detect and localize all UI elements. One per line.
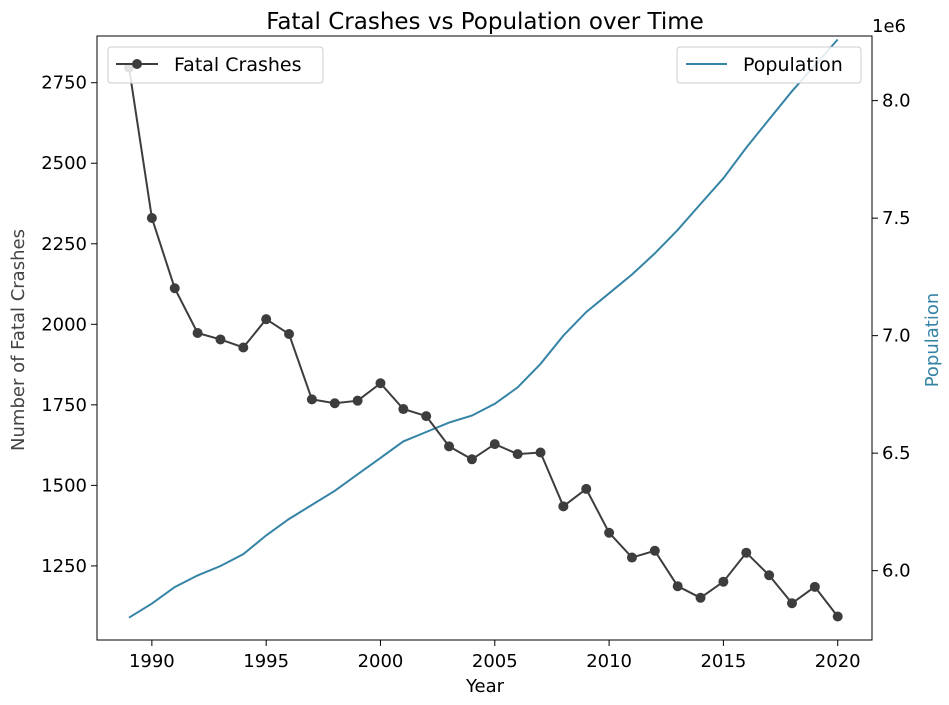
fatal-crashes-point [809, 581, 820, 592]
fatal-crashes-point [146, 213, 157, 224]
fatal-crashes-point [421, 411, 432, 422]
legend-fatal-label: Fatal Crashes [174, 54, 302, 76]
x-tick-label: 2005 [472, 651, 518, 672]
fatal-crashes-point [375, 378, 386, 389]
legend-population: Population [676, 46, 862, 84]
x-tick-label: 2010 [586, 651, 632, 672]
chart-title: Fatal Crashes vs Population over Time [266, 9, 704, 35]
fatal-crashes-point [604, 527, 615, 538]
fatal-crashes-point [741, 547, 752, 558]
fatal-crashes-point [558, 501, 569, 512]
y-right-tick-label: 7.0 [882, 326, 911, 347]
y-left-tick-label: 2250 [41, 234, 87, 255]
y-right-tick-label: 6.0 [882, 561, 911, 582]
fatal-crashes-point [329, 398, 340, 409]
y-right-tick-label: 8.0 [882, 91, 911, 112]
y-right-tick-label: 6.5 [882, 443, 911, 464]
y-left-tick-label: 2000 [41, 314, 87, 335]
y-left-tick-label: 1750 [41, 395, 87, 416]
legend-population-box [676, 46, 862, 84]
y-left-tick-label: 1250 [41, 556, 87, 577]
legend-fatal-box [107, 46, 324, 84]
population-series-line [128, 38, 839, 619]
legend-fatal: Fatal Crashes [107, 46, 324, 84]
fatal-crashes-point [832, 611, 843, 622]
y-left-tick-label: 1500 [41, 475, 87, 496]
fatal-crashes-point [489, 439, 500, 450]
legend-fatal-marker [132, 59, 142, 69]
x-tick-label: 2020 [815, 651, 861, 672]
fatal-crashes-point [352, 395, 363, 406]
x-tick-label: 1995 [243, 651, 289, 672]
y-right-tick-label: 7.5 [882, 208, 911, 229]
fatal-crashes-point [764, 570, 775, 581]
fatal-crashes-point [444, 441, 455, 452]
fatal-crashes-point [718, 576, 729, 587]
x-axis-title: Year [465, 676, 505, 697]
fatal-crashes-point [169, 283, 180, 294]
legend-population-label: Population [743, 54, 843, 76]
fatal-crashes-point [695, 592, 706, 603]
fatal-crashes-point [649, 545, 660, 556]
fatal-crashes-point [786, 598, 797, 609]
fatal-crashes-point [581, 483, 592, 494]
fatal-crashes-point [672, 581, 683, 592]
y-left-tick-label: 2750 [41, 73, 87, 94]
fatal-crashes-point [215, 334, 226, 345]
fatal-crashes-point [261, 314, 272, 325]
fatal-crashes-point [535, 447, 546, 458]
fatal-crashes-series-line [128, 67, 839, 618]
fatal-crashes-point [238, 342, 249, 353]
y-left-axis-title: Number of Fatal Crashes [8, 229, 29, 451]
x-tick-label: 1990 [129, 651, 175, 672]
fatal-crashes-point [192, 328, 203, 339]
fatal-crashes-point [466, 454, 477, 465]
fatal-crashes-point [512, 449, 523, 460]
y-right-axis-title: Population [922, 293, 943, 388]
fatal-crashes-point [306, 394, 317, 405]
fatal-crashes-point [398, 404, 409, 415]
fatal-crashes-point [284, 328, 295, 339]
right-axis-multiplier: 1e6 [872, 16, 906, 37]
x-tick-label: 2000 [358, 651, 404, 672]
x-tick-label: 2015 [700, 651, 746, 672]
y-left-tick-label: 2500 [41, 153, 87, 174]
plot-area-frame [96, 35, 873, 641]
fatal-crashes-point [626, 552, 637, 563]
